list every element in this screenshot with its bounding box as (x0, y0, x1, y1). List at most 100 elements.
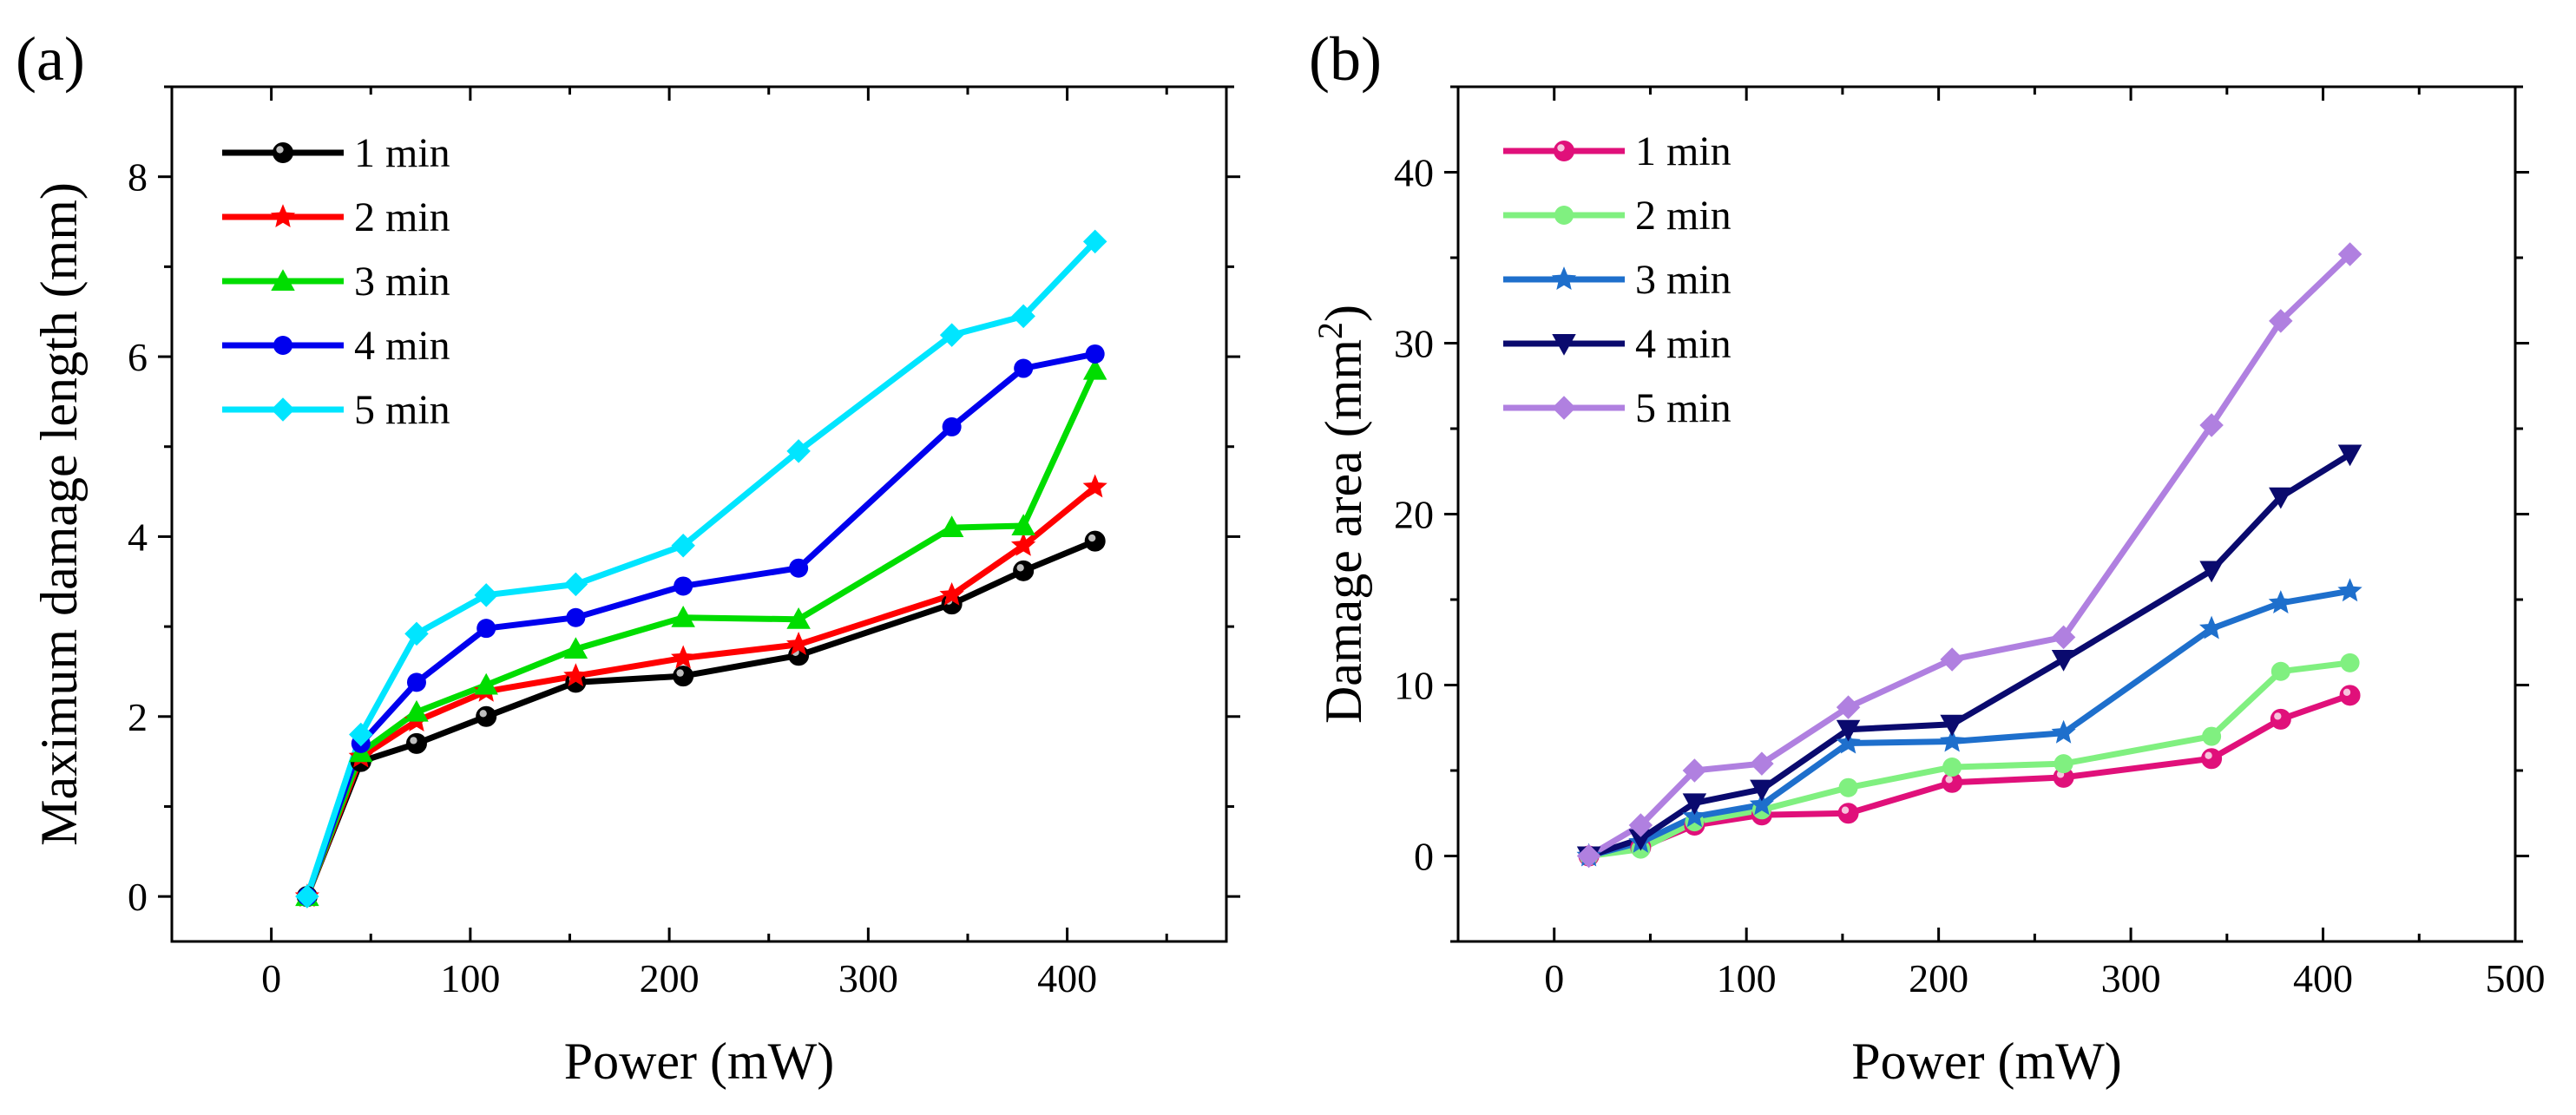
data-point-s5-1 (295, 884, 319, 908)
data-point-s1-6-highlight (1945, 776, 1953, 784)
data-point-s4-7-body (2051, 649, 2076, 672)
data-point-s4-9 (2269, 487, 2293, 509)
data-point-s1-8 (2201, 748, 2223, 770)
data-point-s5-2 (1628, 813, 1653, 837)
data-point-s1-5-highlight (1841, 806, 1850, 814)
x-tick-label: 100 (440, 956, 500, 1000)
data-point-s2-6 (671, 645, 696, 669)
data-point-s2-6-body (1942, 758, 1962, 777)
legend-label-5: 5 min (1635, 385, 1732, 431)
data-point-s1-9-highlight (1016, 564, 1024, 572)
data-point-s5-8 (939, 323, 964, 347)
data-point-s1-9-body (1013, 560, 1035, 581)
y-tick-label: 30 (1394, 322, 1434, 366)
x-tick-label: 500 (2486, 956, 2546, 1000)
legend-marker-4-body (1552, 334, 1576, 356)
data-point-s5-1-body (295, 884, 319, 908)
data-point-s5-9 (1011, 304, 1035, 329)
y-tick-label: 20 (1394, 493, 1434, 537)
data-point-s3-9 (1011, 514, 1035, 535)
data-point-s1-10-body (2339, 685, 2361, 706)
data-point-s3-3-body (404, 699, 429, 722)
data-point-s2-10-body (1082, 474, 1107, 498)
data-point-s3-3 (404, 699, 429, 722)
data-point-s2-8-body (2202, 726, 2222, 746)
data-point-s2-6-body (671, 645, 696, 669)
data-point-s2-7 (2054, 754, 2073, 774)
data-point-s5-8 (2199, 413, 2224, 437)
legend-marker-1-highlight (1557, 144, 1565, 152)
legend-label-4: 4 min (354, 323, 450, 369)
data-point-s2-5 (563, 663, 588, 687)
data-point-s5-5 (563, 572, 588, 597)
legend-marker-3-body (1551, 266, 1577, 290)
data-point-s1-4-highlight (479, 710, 487, 718)
series-group-b (1576, 242, 2362, 869)
data-point-s5-6-body (1940, 647, 1964, 672)
data-point-s3-3-body (1682, 803, 1707, 828)
panel-a-chart: (a) 0 100 200 300 400 0 2 4 6 8 1 min 2 min 3 min 4 … (16, 24, 1240, 1090)
data-point-s3-5 (563, 637, 588, 659)
data-point-s4-3 (406, 672, 426, 692)
data-point-s5-10 (2337, 242, 2362, 266)
legend-marker-2-body (270, 204, 296, 227)
data-point-s4-7-body (789, 558, 809, 578)
legend-marker-1 (273, 142, 293, 163)
data-point-s3-8-body (2199, 615, 2224, 639)
data-point-s4-3-body (1682, 793, 1707, 816)
x-tick-label: 100 (1717, 956, 1777, 1000)
data-point-s4-10-body (2337, 444, 2362, 467)
data-point-s4-5 (566, 607, 586, 627)
legend-marker-5-body (271, 397, 295, 422)
y-axis-title-a: Maximum damage length (mm) (30, 182, 88, 846)
data-point-s5-6 (671, 534, 695, 558)
data-point-s1-4-body (476, 705, 497, 727)
data-point-s4-7 (2051, 649, 2076, 672)
data-point-s3-9-body (1011, 514, 1035, 535)
data-point-s2-8 (939, 582, 964, 606)
data-point-s2-7 (786, 632, 812, 655)
series-line-1 (1588, 692, 2351, 859)
data-point-s5-3-body (1682, 758, 1707, 783)
y-axis-title-b-main: Damage area (mm (1315, 339, 1372, 724)
data-point-s4-9 (1014, 358, 1034, 378)
data-point-s4-4 (1750, 779, 1774, 802)
legend-label-1: 1 min (354, 130, 450, 176)
data-point-s1-6 (673, 666, 694, 687)
data-point-s3-4 (1749, 791, 1774, 816)
legend-marker-1-body (273, 142, 293, 163)
data-point-s5-7 (786, 439, 811, 463)
data-point-s3-7 (2051, 719, 2076, 744)
x-axis-title-a: Power (mW) (564, 1033, 835, 1090)
data-point-s2-9-body (1011, 532, 1036, 556)
data-point-s1-9-body (2270, 708, 2291, 730)
data-point-s1-10 (1084, 530, 1106, 552)
data-point-s4-8 (2199, 561, 2224, 583)
legend-marker-3 (271, 269, 295, 291)
data-point-s5-5-body (563, 572, 588, 597)
data-point-s3-10 (1082, 357, 1107, 380)
y-tick-label: 40 (1394, 151, 1434, 195)
data-point-s5-1 (1576, 843, 1601, 869)
legend-marker-3 (1551, 266, 1577, 290)
data-point-s2-10 (2340, 653, 2360, 672)
data-point-s4-2 (1628, 829, 1653, 851)
data-point-s5-10 (1082, 229, 1107, 254)
data-point-s1-10-body (1084, 530, 1106, 552)
y-tick-label: 6 (128, 335, 148, 379)
data-point-s2-6 (1942, 758, 1962, 777)
data-point-s4-8-body (942, 416, 962, 436)
data-point-s3-4-body (1749, 791, 1774, 816)
legend-label-2: 2 min (354, 194, 450, 240)
y-tick-label: 0 (1414, 835, 1434, 879)
data-point-s1-5-body (1837, 803, 1859, 824)
x-tick-label: 0 (261, 956, 281, 1000)
x-tick-label: 400 (1037, 956, 1097, 1000)
data-point-s3-6-body (1940, 728, 1965, 752)
data-point-s5-10-body (1082, 229, 1107, 254)
y-tick-label: 0 (128, 875, 148, 919)
data-point-s1-9-highlight (2274, 712, 2282, 720)
data-point-s2-10 (1082, 474, 1107, 498)
data-point-s5-3 (404, 621, 429, 646)
